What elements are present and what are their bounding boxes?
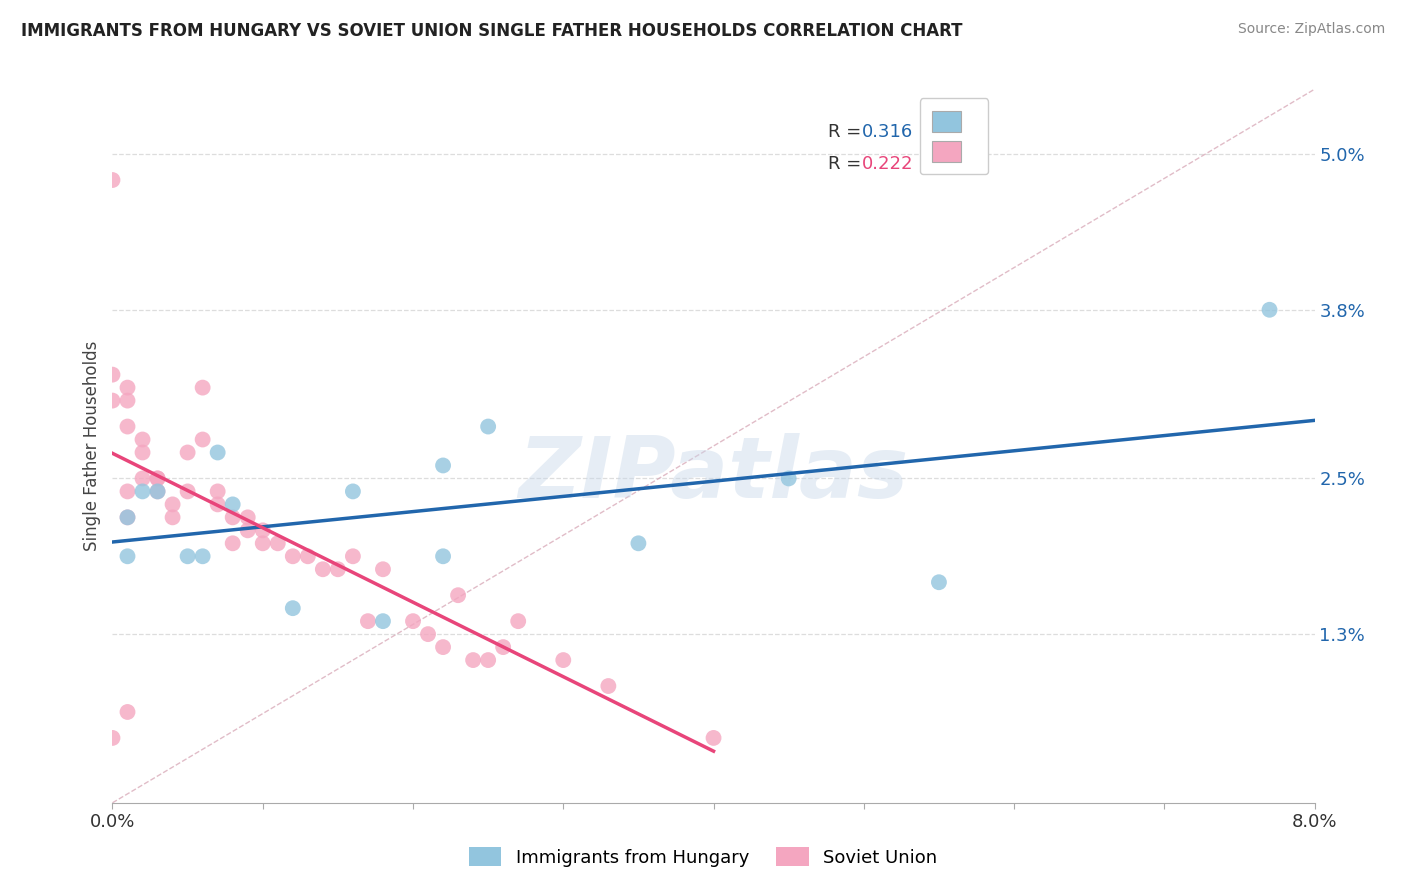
- Point: [627, 536, 650, 550]
- Point: [508, 614, 530, 628]
- Point: [162, 497, 184, 511]
- Point: [117, 510, 139, 524]
- Point: [432, 549, 454, 564]
- Point: [297, 549, 319, 564]
- Point: [432, 640, 454, 654]
- Point: [176, 549, 198, 564]
- Point: [342, 549, 364, 564]
- Point: [207, 497, 229, 511]
- Point: [117, 393, 139, 408]
- Point: [117, 484, 139, 499]
- Point: [117, 419, 139, 434]
- Point: [207, 445, 229, 459]
- Text: 0.316: 0.316: [862, 123, 912, 141]
- Point: [416, 627, 439, 641]
- Point: [146, 471, 169, 485]
- Point: [477, 653, 499, 667]
- Point: [222, 510, 245, 524]
- Text: R =: R =: [828, 123, 866, 141]
- Point: [252, 536, 274, 550]
- Text: R =: R =: [828, 155, 866, 173]
- Point: [598, 679, 620, 693]
- Point: [281, 601, 304, 615]
- Point: [928, 575, 950, 590]
- Y-axis label: Single Father Households: Single Father Households: [83, 341, 101, 551]
- Text: ZIPatlas: ZIPatlas: [519, 433, 908, 516]
- Point: [312, 562, 335, 576]
- Point: [131, 445, 153, 459]
- Point: [778, 471, 800, 485]
- Point: [371, 614, 394, 628]
- Legend: , : ,: [920, 98, 988, 174]
- Point: [117, 510, 139, 524]
- Point: [162, 510, 184, 524]
- Text: 49: 49: [957, 155, 980, 173]
- Point: [492, 640, 515, 654]
- Point: [371, 562, 394, 576]
- Point: [222, 536, 245, 550]
- Point: [176, 445, 198, 459]
- Point: [131, 433, 153, 447]
- Point: [702, 731, 725, 745]
- Point: [236, 524, 259, 538]
- Point: [432, 458, 454, 473]
- Point: [461, 653, 484, 667]
- Point: [477, 419, 499, 434]
- Point: [117, 549, 139, 564]
- Text: N =: N =: [910, 155, 960, 173]
- Point: [101, 393, 124, 408]
- Point: [146, 484, 169, 499]
- Text: N =: N =: [910, 123, 960, 141]
- Point: [191, 433, 214, 447]
- Point: [117, 705, 139, 719]
- Text: 18: 18: [957, 123, 980, 141]
- Point: [222, 497, 245, 511]
- Legend: Immigrants from Hungary, Soviet Union: Immigrants from Hungary, Soviet Union: [461, 840, 945, 874]
- Point: [191, 549, 214, 564]
- Point: [176, 484, 198, 499]
- Point: [357, 614, 380, 628]
- Point: [101, 368, 124, 382]
- Text: 0.222: 0.222: [862, 155, 912, 173]
- Point: [402, 614, 425, 628]
- Point: [146, 484, 169, 499]
- Text: Source: ZipAtlas.com: Source: ZipAtlas.com: [1237, 22, 1385, 37]
- Point: [131, 484, 153, 499]
- Point: [553, 653, 575, 667]
- Point: [146, 471, 169, 485]
- Point: [191, 381, 214, 395]
- Point: [101, 173, 124, 187]
- Point: [326, 562, 349, 576]
- Point: [207, 484, 229, 499]
- Point: [236, 510, 259, 524]
- Point: [1258, 302, 1281, 317]
- Point: [117, 381, 139, 395]
- Point: [342, 484, 364, 499]
- Point: [267, 536, 290, 550]
- Point: [101, 731, 124, 745]
- Point: [131, 471, 153, 485]
- Point: [281, 549, 304, 564]
- Point: [252, 524, 274, 538]
- Text: IMMIGRANTS FROM HUNGARY VS SOVIET UNION SINGLE FATHER HOUSEHOLDS CORRELATION CHA: IMMIGRANTS FROM HUNGARY VS SOVIET UNION …: [21, 22, 963, 40]
- Point: [447, 588, 470, 602]
